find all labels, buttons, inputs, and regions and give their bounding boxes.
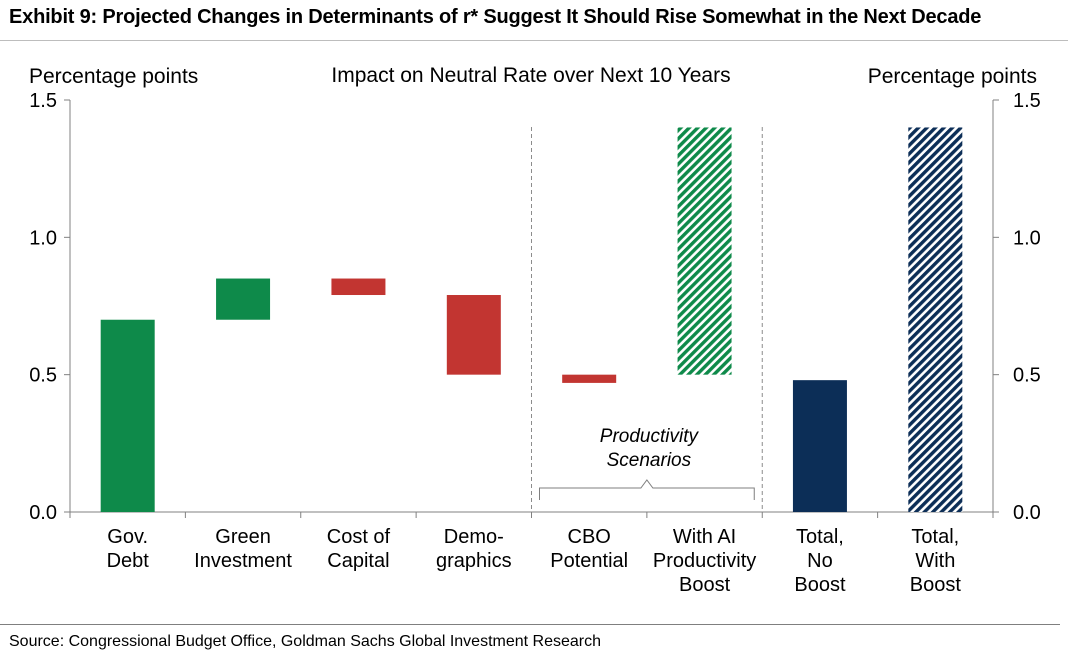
x-tick-label: Gov. Debt [107, 526, 150, 572]
bar-1 [100, 319, 155, 512]
x-tick-label-line: Total, [911, 526, 959, 548]
scenario-brace [539, 479, 755, 500]
y-tick-label-right: 0.5 [1013, 365, 1041, 387]
bar-4 [446, 295, 501, 375]
annotation-line: Scenarios [607, 450, 692, 471]
x-tick-label-line: Total, [796, 526, 844, 548]
x-tick-label-line: No [807, 550, 833, 572]
title-divider [0, 40, 1068, 41]
bar-7 [792, 380, 847, 512]
x-tick-label-line: With AI [673, 526, 736, 548]
bar-8 [908, 127, 963, 512]
x-tick-label: Demo-graphics [436, 526, 512, 572]
x-tick-label-line: Boost [679, 574, 731, 596]
x-tick-label: Total, With Boost [910, 526, 962, 596]
bar-3 [331, 278, 386, 296]
y-tick-label-left: 1.5 [29, 90, 57, 112]
x-tick-label: Total, No Boost [794, 526, 846, 596]
x-tick-label-line: Potential [550, 550, 628, 572]
y-axis-title-left: Percentage points [29, 65, 198, 88]
x-tick-label-line: Productivity [653, 550, 756, 572]
x-tick-label-line: graphics [436, 550, 512, 572]
chart-title: Exhibit 9: Projected Changes in Determin… [9, 6, 982, 28]
x-tick-label-line: Boost [794, 574, 846, 596]
y-tick-label-right: 0.0 [1013, 502, 1041, 524]
y-tick-label-right: 1.0 [1013, 227, 1041, 249]
bar-2 [216, 278, 271, 320]
source-note: Source: Congressional Budget Office, Gol… [9, 633, 602, 650]
bar-6 [677, 127, 732, 375]
x-tick-label-line: Capital [327, 550, 389, 572]
x-tick-label: With AI Productivity Boost [653, 526, 756, 596]
x-tick-label-line: Gov. [107, 526, 148, 548]
x-tick-label-line: Demo- [444, 526, 504, 548]
x-tick-label-line: Boost [910, 574, 962, 596]
x-tick-label: CBO Potential [550, 526, 628, 572]
x-tick-label-line: Green [215, 526, 271, 548]
y-tick-label-left: 0.5 [29, 365, 57, 387]
x-tick-label: Cost of Capital [327, 526, 391, 572]
chart-subtitle: Impact on Neutral Rate over Next 10 Year… [331, 64, 730, 87]
annotation-line: Productivity [600, 426, 700, 447]
source-divider [0, 624, 1060, 625]
x-tick-label-line: Cost of [327, 526, 391, 548]
y-tick-label-right: 1.5 [1013, 90, 1041, 112]
x-tick-label-line: CBO [568, 526, 611, 548]
bar-5 [562, 374, 617, 383]
y-tick-label-left: 1.0 [29, 227, 57, 249]
x-tick-label-line: With [915, 550, 955, 572]
y-axis-title-right: Percentage points [868, 65, 1037, 88]
x-tick-label-line: Investment [194, 550, 292, 572]
y-tick-label-left: 0.0 [29, 502, 57, 524]
x-tick-label: Green Investment [194, 526, 292, 572]
x-tick-label-line: Debt [107, 550, 150, 572]
annotation-productivity-scenarios: Productivity Scenarios [600, 426, 700, 471]
